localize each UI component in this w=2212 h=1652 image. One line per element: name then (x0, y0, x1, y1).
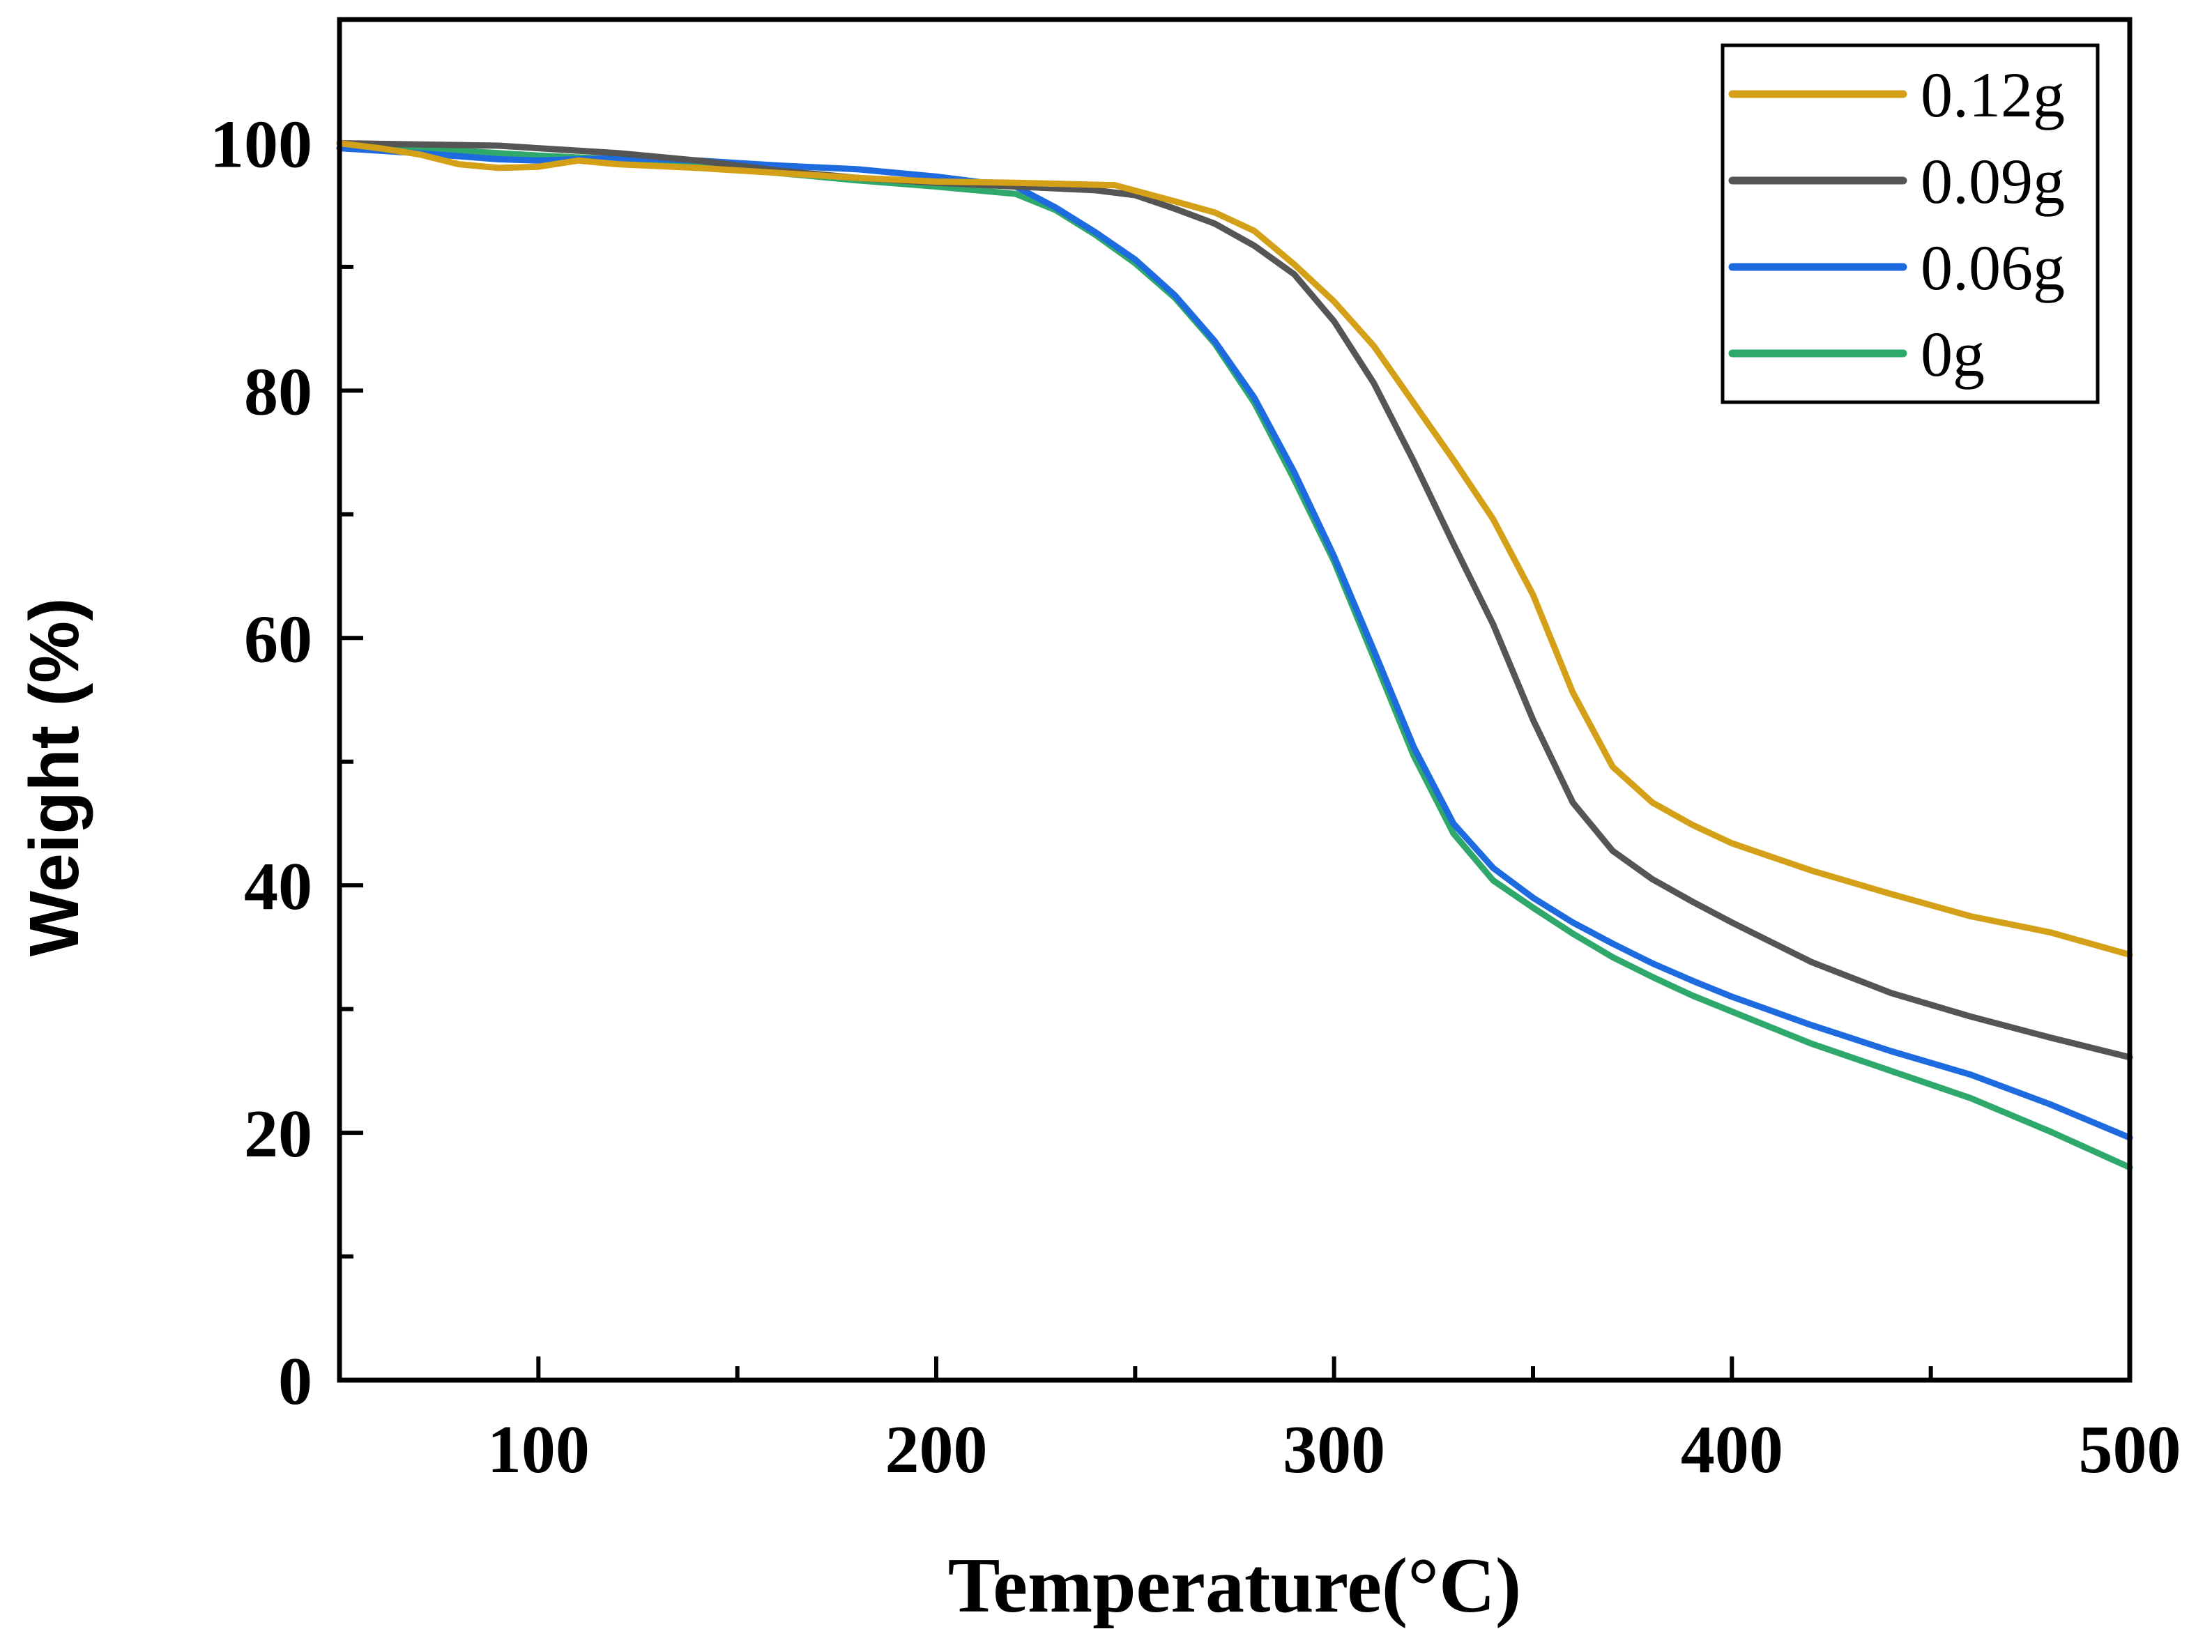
tick-labels: 100 200 300 400 500 0 20 40 60 80 100 (210, 107, 2181, 1487)
x-tick-label: 100 (487, 1412, 590, 1487)
y-tick-label: 0 (278, 1344, 312, 1419)
x-tick-label: 400 (1681, 1412, 1783, 1487)
y-tick-label: 40 (244, 849, 312, 924)
x-tick-label: 300 (1283, 1412, 1385, 1487)
x-tick-label: 500 (2079, 1412, 2181, 1487)
legend-label: 0g (1921, 319, 1985, 390)
legend: 0.12g 0.09g 0.06g 0g (1721, 43, 2100, 404)
legend-label: 0.06g (1921, 232, 2065, 303)
y-tick-label: 60 (244, 602, 312, 677)
legend-box (1721, 43, 2100, 404)
data-series (336, 140, 2133, 1171)
series-line-0.12g (336, 140, 2133, 958)
y-tick-label: 20 (244, 1096, 312, 1172)
series-line-0.09g (336, 140, 2133, 1061)
y-tick-label: 80 (244, 354, 312, 429)
legend-label: 0.09g (1921, 146, 2065, 217)
y-axis-title: Weight (%) (15, 598, 93, 957)
plot-frame (337, 17, 2133, 1383)
legend-label: 0.12g (1921, 59, 2065, 130)
y-tick-label: 100 (210, 107, 312, 182)
x-tick-label: 200 (885, 1412, 988, 1487)
x-axis-title: Temperature(°C) (948, 1543, 1521, 1629)
